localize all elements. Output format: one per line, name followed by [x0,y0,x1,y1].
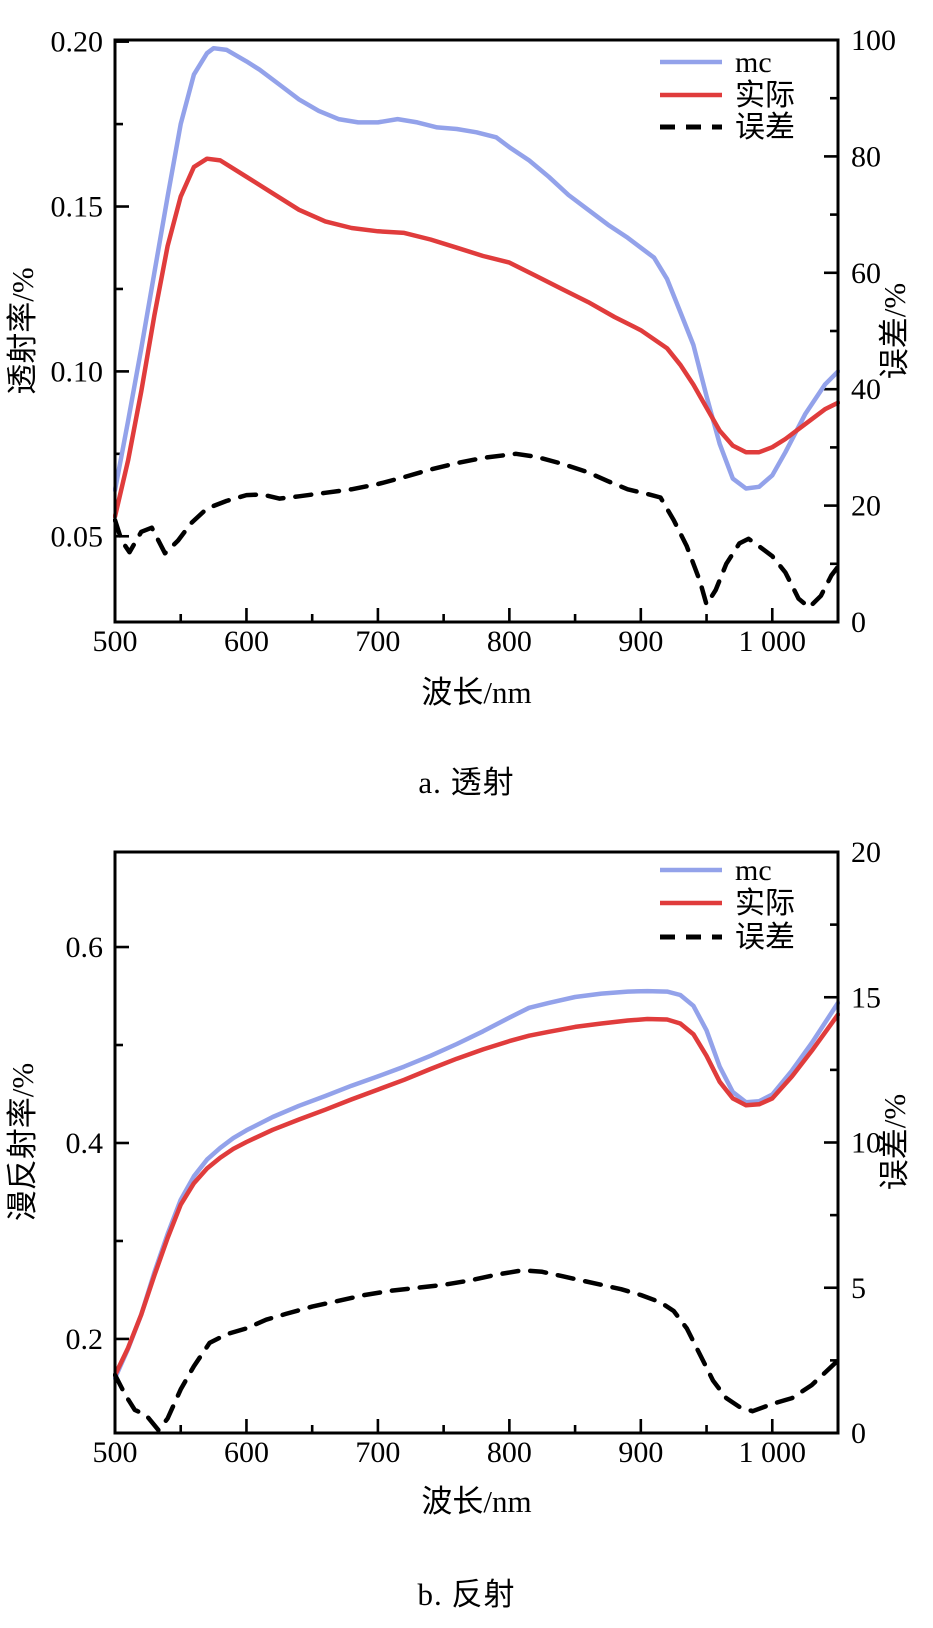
reflection-chart: 500 600 700 800 900 1 000 0.2 0.4 0.6 0 5 10 15 20 mc实… [5,836,912,1519]
right-tick-label: 10 [851,1127,881,1160]
right-tick-label: 20 [851,836,881,869]
x-tick-label: 700 [355,625,400,658]
x-tick-label: 500 [93,625,138,658]
left-tick-label: 0.15 [51,191,104,224]
x-axis-title: 波长/nm [421,1484,531,1519]
right-tick-label: 0 [851,1417,866,1450]
legend-label: 误差 [735,921,795,954]
transmission-chart: 500 600 700 800 900 1 000 0.05 0.10 0.15 0.20 0 20 4… [5,24,912,710]
x-tick-label: 900 [618,625,663,658]
caption-transmission: a. 透射 [418,765,515,800]
x-axis-title: 波长/nm [421,675,531,710]
legend-label: mc [735,854,772,887]
right-tick-label: 15 [851,981,881,1014]
right-tick-label: 80 [851,140,881,173]
series-actual [113,156,840,519]
x-tick-label: 800 [487,1436,532,1469]
left-tick-label: 0.10 [51,355,104,388]
right-axis-title: 误差/% [877,283,912,379]
x-tick-label: 600 [224,1436,269,1469]
x-tick-label: 1 000 [739,1436,807,1469]
legend-label: mc [735,46,772,79]
right-tick-label: 0 [851,606,866,639]
series-error [113,1268,840,1433]
right-axis-title: 误差/% [877,1094,912,1190]
series-error [113,451,840,610]
x-tick-label: 1 000 [739,625,807,658]
legend-label: 实际 [735,79,795,112]
right-tick-label: 5 [851,1272,866,1305]
left-axis-title: 漫反射率/% [5,1063,40,1221]
right-tick-label: 60 [851,257,881,290]
series-actual [113,1012,840,1378]
x-tick-label: 700 [355,1436,400,1469]
x-tick-label: 900 [618,1436,663,1469]
series-mc [113,988,840,1381]
right-tick-label: 40 [851,373,881,406]
plot-frame [113,38,840,624]
left-tick-label: 0.05 [51,520,104,553]
legend-label: 误差 [735,111,795,144]
legend-label: 实际 [735,887,795,920]
x-tick-label: 800 [487,625,532,658]
right-tick-label: 100 [851,24,896,57]
left-tick-label: 0.6 [66,931,104,964]
series-mc [113,45,840,493]
left-tick-label: 0.4 [66,1127,104,1160]
x-tick-label: 500 [93,1436,138,1469]
caption-reflection: b. 反射 [417,1577,516,1612]
x-tick-label: 600 [224,625,269,658]
left-tick-label: 0.20 [51,26,104,59]
left-tick-label: 0.2 [66,1323,104,1356]
left-axis-title: 透射率/% [5,267,40,394]
plot-frame [113,850,840,1435]
right-tick-label: 20 [851,490,881,523]
